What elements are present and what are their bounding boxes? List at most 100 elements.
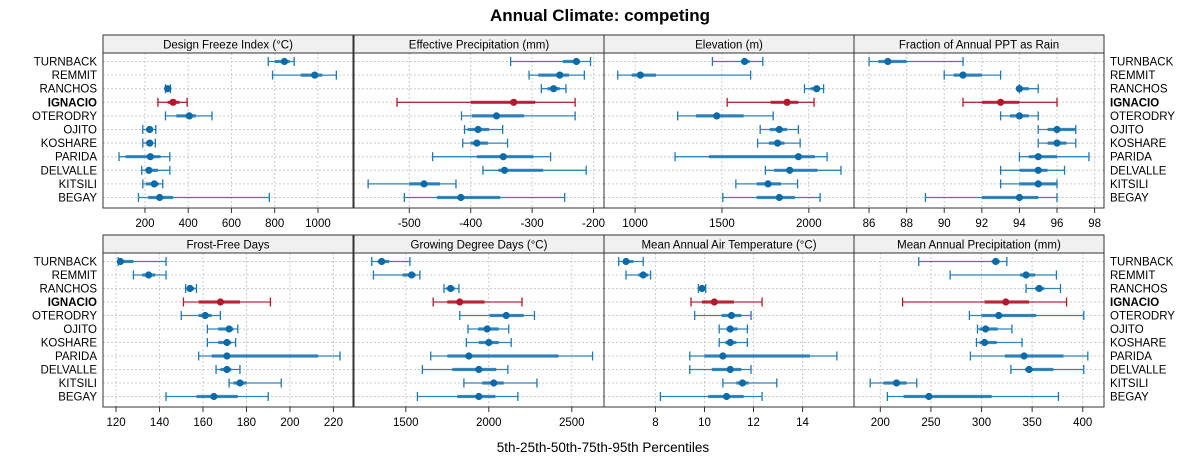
panel-frame bbox=[853, 52, 1105, 209]
dot-range-parida bbox=[689, 351, 838, 361]
x-tick-label: 350 bbox=[1023, 417, 1042, 429]
dot-range-koshare bbox=[756, 138, 801, 148]
dot-range-delvalle bbox=[689, 365, 752, 374]
site-label-right: RANCHOS bbox=[1110, 84, 1168, 96]
dot-range-ranchos bbox=[1025, 284, 1062, 293]
panel-title: Elevation (m) bbox=[695, 40, 763, 52]
panel-title: Mean Annual Air Temperature (°C) bbox=[641, 240, 816, 252]
dot-range-oterodry bbox=[459, 311, 536, 320]
x-tick-label: 2000 bbox=[796, 218, 822, 230]
dot-range-remmit bbox=[617, 70, 752, 80]
median-point bbox=[713, 112, 721, 120]
x-tick-label: 140 bbox=[150, 417, 169, 429]
dot-range-ranchos bbox=[164, 84, 172, 94]
dot-range-oterodry bbox=[460, 111, 576, 121]
median-point bbox=[223, 352, 231, 360]
x-tick-label: 14 bbox=[796, 417, 809, 429]
dot-range-koshare bbox=[465, 338, 512, 347]
site-label-right: KITSILI bbox=[1110, 378, 1148, 390]
site-label-left: DELVALLE bbox=[41, 365, 98, 377]
median-point bbox=[116, 257, 124, 266]
dot-range-delvalle bbox=[999, 165, 1066, 175]
median-point bbox=[719, 352, 727, 360]
median-point bbox=[420, 180, 428, 188]
median-point bbox=[775, 125, 783, 134]
dot-range-ranchos bbox=[540, 84, 567, 94]
dot-range-ignacio bbox=[182, 297, 272, 307]
x-tick-label: -400 bbox=[459, 218, 482, 230]
site-label-left: BEGAY bbox=[58, 392, 97, 404]
panel-title: Design Freeze Index (°C) bbox=[163, 40, 293, 52]
dot-range-ojito bbox=[759, 125, 800, 134]
median-point bbox=[980, 338, 989, 347]
dot-range-oterodry bbox=[968, 311, 1085, 320]
median-point bbox=[786, 166, 794, 174]
median-point bbox=[150, 180, 158, 188]
dot-range-parida bbox=[969, 351, 1089, 361]
x-tick-label: 400 bbox=[1073, 417, 1092, 429]
median-point bbox=[201, 311, 209, 320]
median-point bbox=[475, 392, 483, 401]
site-label-right: KOSHARE bbox=[1110, 138, 1167, 150]
median-point bbox=[556, 71, 564, 79]
median-point bbox=[1015, 85, 1024, 93]
dot-range-delvalle bbox=[141, 165, 171, 175]
x-tick-label: 94 bbox=[1013, 218, 1026, 230]
site-label-right: REMMIT bbox=[1110, 70, 1155, 82]
median-point bbox=[1022, 271, 1030, 279]
x-tick-label: 160 bbox=[193, 417, 212, 429]
x-tick-label: 8 bbox=[652, 417, 658, 429]
median-point bbox=[223, 338, 231, 347]
x-tick-label: 800 bbox=[265, 218, 284, 230]
x-tick-label: 220 bbox=[324, 417, 343, 429]
dot-range-koshare bbox=[1037, 138, 1077, 148]
x-tick-label: 250 bbox=[921, 417, 940, 429]
median-point bbox=[216, 298, 224, 306]
dot-range-oterodry bbox=[999, 111, 1039, 121]
x-tick-label: 200 bbox=[871, 417, 890, 429]
panel-7: Mean Annual Air Temperature (°C) 8 10 12 14 bbox=[603, 234, 855, 429]
median-point bbox=[981, 325, 990, 333]
median-point bbox=[146, 139, 154, 147]
dot-range-turnback bbox=[509, 57, 592, 66]
x-tick-label: 600 bbox=[222, 218, 241, 230]
x-tick-label: 200 bbox=[135, 218, 154, 230]
dot-range-kitsili bbox=[367, 179, 457, 189]
x-tick-label: -200 bbox=[582, 218, 605, 230]
median-point bbox=[639, 271, 647, 279]
median-point bbox=[485, 338, 493, 347]
dot-range-begay bbox=[165, 392, 269, 401]
median-point bbox=[1015, 112, 1024, 120]
median-point bbox=[236, 379, 244, 387]
median-point bbox=[408, 271, 416, 279]
median-point bbox=[510, 98, 518, 106]
site-label-right: BEGAY bbox=[1110, 193, 1149, 205]
dot-range-begay bbox=[403, 193, 566, 202]
dot-range-delvalle bbox=[421, 365, 509, 374]
dot-range-begay bbox=[659, 392, 763, 401]
dot-range-parida bbox=[431, 152, 552, 162]
x-tick-label: 86 bbox=[863, 218, 876, 230]
x-tick-label: 200 bbox=[280, 417, 299, 429]
median-point bbox=[186, 284, 194, 293]
median-point bbox=[1035, 284, 1043, 293]
median-point bbox=[447, 284, 455, 293]
panel-title: Mean Annual Precipitation (mm) bbox=[897, 240, 1061, 252]
median-point bbox=[773, 139, 782, 147]
dot-range-ignacio bbox=[962, 97, 1058, 107]
median-point bbox=[813, 85, 821, 93]
panel-3: Elevation (m) 1000 1500 2000 bbox=[603, 34, 855, 230]
dot-range-ignacio bbox=[726, 97, 815, 107]
dot-range-remmit bbox=[949, 270, 1058, 280]
median-point bbox=[456, 298, 464, 306]
dot-range-koshare bbox=[718, 338, 749, 347]
site-label-right: RANCHOS bbox=[1110, 284, 1168, 296]
median-point bbox=[997, 98, 1005, 106]
median-point bbox=[722, 392, 731, 401]
median-point bbox=[311, 71, 319, 79]
dot-range-turnback bbox=[267, 57, 295, 66]
median-point bbox=[572, 57, 580, 66]
x-tick-label: 12 bbox=[747, 417, 760, 429]
